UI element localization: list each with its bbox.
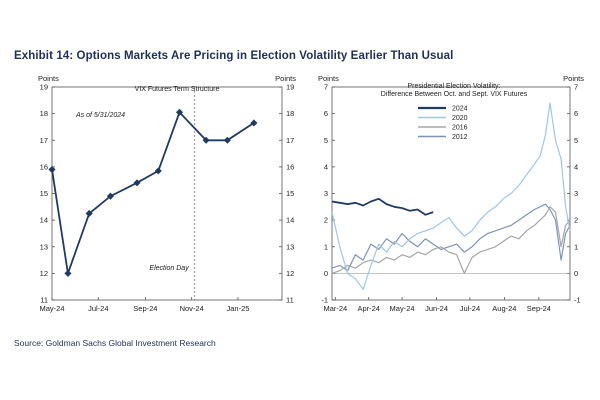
vix-chart-title: VIX Futures Term Structure	[135, 86, 220, 93]
election-day-label: Election Day	[149, 265, 189, 272]
election-vol-xtick-label: Jun-24	[425, 304, 448, 313]
vix-data-point	[106, 192, 114, 200]
vix-data-point	[175, 108, 184, 116]
vix-ytick-label-left: 15	[40, 189, 48, 198]
series-line-2016	[331, 206, 571, 274]
vix-ytick-label-left: 18	[40, 109, 48, 118]
election-vol-xtick-label: Sep-24	[527, 304, 551, 313]
vix-ytick-label-right: 19	[286, 83, 294, 92]
election-vol-ytick-label-left: 3	[324, 189, 328, 198]
vix-xtick-label: Jul-24	[88, 304, 108, 313]
vix-ylabel-left: Points	[38, 74, 59, 83]
series-line-2012	[331, 203, 571, 272]
vix-ytick-label-right: 18	[286, 109, 294, 118]
as-of-label: As of 5/31/2024	[75, 112, 125, 119]
vix-ytick-label-left: 16	[40, 162, 48, 171]
election-vol-xtick-label: Apr-24	[357, 304, 380, 313]
election-vol-ytick-label-right: 1	[574, 242, 578, 251]
election-vol-ytick-label-right: -1	[574, 296, 581, 305]
series-line-2020	[331, 102, 571, 290]
vix-data-point	[64, 269, 72, 277]
vix-data-point	[133, 179, 141, 187]
election-vol-ytick-label-right: 3	[574, 189, 578, 198]
vix-ytick-label-right: 15	[286, 189, 294, 198]
vix-ytick-label-left: 14	[40, 216, 48, 225]
election-vol-ytick-label-right: 4	[574, 162, 578, 171]
election-vol-chart-subtitle: Difference Between Oct. and Sept. VIX Fu…	[381, 91, 528, 98]
vix-ytick-label-right: 11	[286, 296, 294, 305]
vix-data-point	[85, 209, 93, 218]
election-vol-ytick-label-left: 2	[324, 216, 328, 225]
election-vol-ytick-label-left: -1	[321, 296, 328, 305]
election-vol-ytick-label-right: 2	[574, 216, 578, 225]
vix-term-structure-line	[51, 110, 255, 274]
vix-ytick-label-right: 17	[286, 136, 294, 145]
election-vol-ytick-label-right: 0	[574, 269, 578, 278]
election-vol-ytick-label-left: 5	[324, 136, 328, 145]
vix-ylabel-right: Points	[275, 74, 296, 83]
vix-xtick-label: Jan-25	[227, 304, 250, 313]
vix-xtick-label: May-24	[39, 304, 64, 313]
vix-ytick-label-left: 17	[40, 136, 48, 145]
legend-label-2016: 2016	[452, 125, 468, 132]
vix-ytick-label-left: 19	[40, 83, 48, 92]
election-vol-chart-title: Presidential Election Volatility:	[408, 83, 501, 90]
vix-data-point	[154, 167, 162, 175]
legend-label-2012: 2012	[452, 134, 468, 141]
vix-data-point	[48, 166, 56, 174]
vix-ytick-label-right: 13	[286, 242, 294, 251]
vix-ytick-label-right: 16	[286, 162, 294, 171]
election-vol-xtick-label: Jul-24	[460, 304, 480, 313]
vix-ytick-label-right: 14	[286, 216, 294, 225]
election-vol-ytick-label-left: 0	[324, 269, 328, 278]
election-vol-xtick-label: Mar-24	[323, 304, 347, 313]
election-vol-ytick-label-left: 6	[324, 109, 328, 118]
vix-data-point	[202, 136, 210, 144]
election-vol-ytick-label-right: 7	[574, 83, 578, 92]
election-vol-xtick-label: Aug-24	[492, 304, 516, 313]
vix-data-point	[223, 136, 231, 144]
election-vol-ytick-label-left: 7	[324, 83, 328, 92]
election-vol-ytick-label-right: 5	[574, 136, 578, 145]
vix-ytick-label-left: 12	[40, 269, 48, 278]
election-vol-plot-frame	[331, 86, 571, 301]
vix-ytick-label-left: 13	[40, 242, 48, 251]
election-vol-ytick-label-right: 6	[574, 109, 578, 118]
election-vol-ylabel-right: Points	[563, 74, 584, 83]
series-line-2024	[331, 197, 434, 216]
legend-label-2024: 2024	[452, 106, 468, 113]
vix-data-point	[250, 119, 258, 127]
vix-xtick-label: Nov-24	[180, 304, 204, 313]
vix-ytick-label-left: 11	[40, 296, 48, 305]
election-vol-xtick-label: May-24	[390, 304, 415, 313]
vix-xtick-label: Sep-24	[133, 304, 157, 313]
election-vol-ylabel-left: Points	[318, 74, 339, 83]
exhibit-title: Exhibit 14: Options Markets Are Pricing …	[14, 50, 454, 62]
source-note: Source: Goldman Sachs Global Investment …	[14, 338, 216, 348]
election-vol-ytick-label-left: 4	[324, 162, 328, 171]
legend-label-2020: 2020	[452, 115, 468, 122]
vix-ytick-label-right: 12	[286, 269, 294, 278]
election-vol-ytick-label-left: 1	[324, 242, 328, 251]
